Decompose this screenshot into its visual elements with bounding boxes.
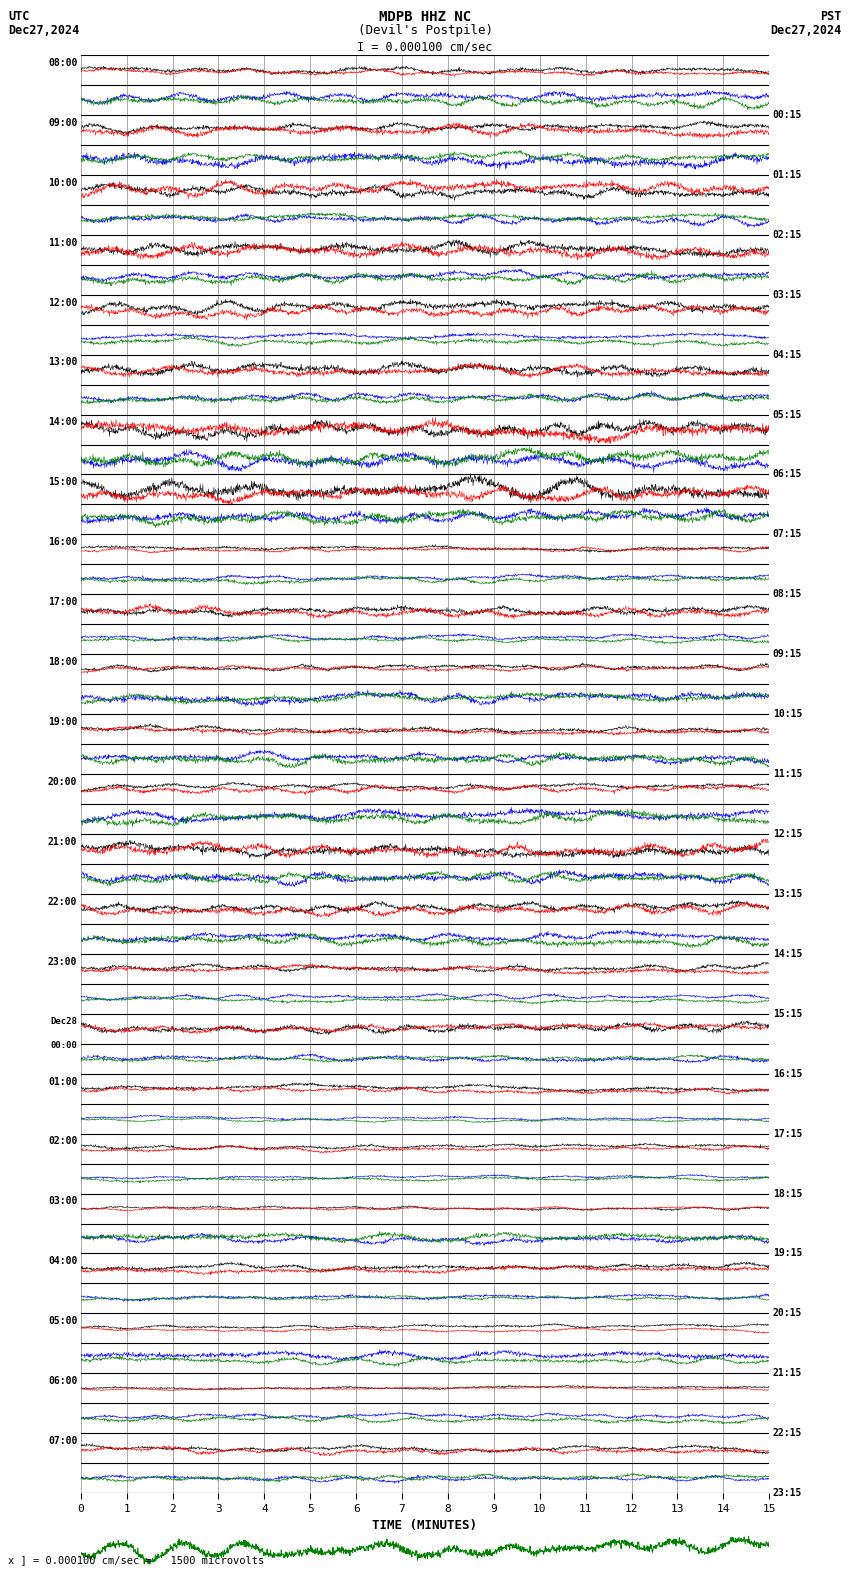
- Text: 23:00: 23:00: [48, 957, 77, 966]
- Text: 19:15: 19:15: [773, 1248, 802, 1258]
- Text: 18:00: 18:00: [48, 657, 77, 667]
- Text: 12:00: 12:00: [48, 298, 77, 307]
- Text: 17:15: 17:15: [773, 1129, 802, 1139]
- Text: 05:15: 05:15: [773, 410, 802, 420]
- Text: 04:00: 04:00: [48, 1256, 77, 1266]
- Text: 20:00: 20:00: [48, 778, 77, 787]
- Text: 22:15: 22:15: [773, 1429, 802, 1438]
- Text: 08:15: 08:15: [773, 589, 802, 599]
- Text: 01:00: 01:00: [48, 1077, 77, 1087]
- Text: 08:00: 08:00: [48, 59, 77, 68]
- Text: 16:15: 16:15: [773, 1069, 802, 1079]
- Text: 16:00: 16:00: [48, 537, 77, 546]
- Text: 01:15: 01:15: [773, 169, 802, 181]
- Text: 14:00: 14:00: [48, 418, 77, 428]
- Text: MDPB HHZ NC: MDPB HHZ NC: [379, 10, 471, 24]
- Text: 00:15: 00:15: [773, 109, 802, 120]
- Text: 23:15: 23:15: [773, 1487, 802, 1498]
- Text: 10:00: 10:00: [48, 177, 77, 188]
- Text: 13:00: 13:00: [48, 358, 77, 367]
- Text: 21:00: 21:00: [48, 836, 77, 847]
- Text: 06:15: 06:15: [773, 469, 802, 480]
- Text: 22:00: 22:00: [48, 897, 77, 906]
- Text: 03:15: 03:15: [773, 290, 802, 299]
- Text: 11:00: 11:00: [48, 238, 77, 247]
- Text: 06:00: 06:00: [48, 1376, 77, 1386]
- Text: 13:15: 13:15: [773, 889, 802, 900]
- Text: 14:15: 14:15: [773, 949, 802, 958]
- Text: x ] = 0.000100 cm/sec =   1500 microvolts: x ] = 0.000100 cm/sec = 1500 microvolts: [8, 1555, 264, 1565]
- Text: 02:00: 02:00: [48, 1136, 77, 1147]
- Text: Dec28: Dec28: [50, 1017, 77, 1026]
- Text: 03:00: 03:00: [48, 1196, 77, 1207]
- Text: 09:00: 09:00: [48, 117, 77, 128]
- Text: 04:15: 04:15: [773, 350, 802, 360]
- Text: (Devil's Postpile): (Devil's Postpile): [358, 24, 492, 36]
- Text: 20:15: 20:15: [773, 1308, 802, 1318]
- Text: 05:00: 05:00: [48, 1316, 77, 1326]
- Text: Dec27,2024: Dec27,2024: [8, 24, 80, 36]
- Text: 11:15: 11:15: [773, 770, 802, 779]
- X-axis label: TIME (MINUTES): TIME (MINUTES): [372, 1519, 478, 1532]
- Text: 15:00: 15:00: [48, 477, 77, 488]
- Text: PST: PST: [820, 10, 842, 24]
- Text: 07:15: 07:15: [773, 529, 802, 540]
- Text: 15:15: 15:15: [773, 1009, 802, 1019]
- Text: 09:15: 09:15: [773, 649, 802, 659]
- Text: 18:15: 18:15: [773, 1188, 802, 1199]
- Text: 02:15: 02:15: [773, 230, 802, 239]
- Text: 12:15: 12:15: [773, 828, 802, 840]
- Text: 21:15: 21:15: [773, 1369, 802, 1378]
- Text: 00:00: 00:00: [50, 1041, 77, 1050]
- Text: Dec27,2024: Dec27,2024: [770, 24, 842, 36]
- Text: 19:00: 19:00: [48, 718, 77, 727]
- Text: 07:00: 07:00: [48, 1437, 77, 1446]
- Text: 17:00: 17:00: [48, 597, 77, 607]
- Text: I = 0.000100 cm/sec: I = 0.000100 cm/sec: [357, 40, 493, 52]
- Text: UTC: UTC: [8, 10, 30, 24]
- Text: 10:15: 10:15: [773, 710, 802, 719]
